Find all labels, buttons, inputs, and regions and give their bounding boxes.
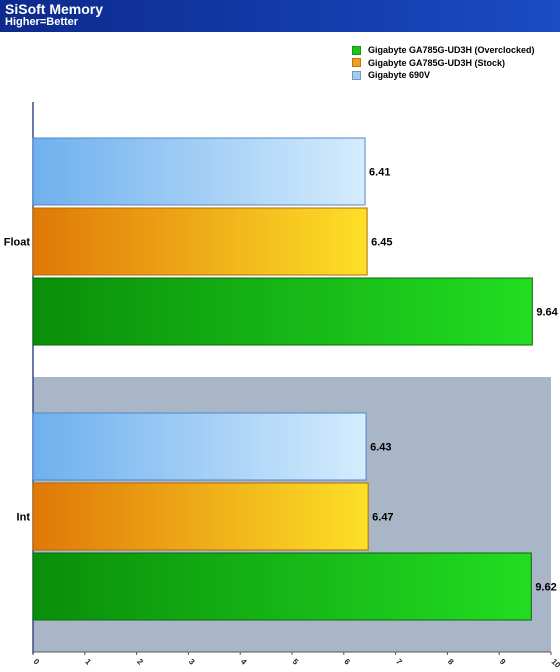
legend-item-stock: Gigabyte GA785G-UD3H (Stock) [352, 57, 535, 69]
bar-float-series-2 [32, 137, 366, 206]
x-tick-label: 10 [550, 657, 560, 670]
chart-legend: Gigabyte GA785G-UD3H (Overclocked) Gigab… [352, 44, 535, 82]
x-tick-label: 1 [83, 657, 93, 667]
data-label: 6.41 [369, 167, 390, 179]
legend-label-stock: Gigabyte GA785G-UD3H (Stock) [368, 57, 506, 68]
data-label: 6.47 [372, 512, 393, 524]
x-tick-label: 7 [394, 657, 404, 667]
chart-subtitle: Higher=Better [5, 16, 79, 28]
bar-chart: 6.41 6.45 9.64 Float 6.43 6.47 9.62 Int 0 1 2 3 4 5 6 7… [4, 102, 560, 670]
legend-item-690v: Gigabyte 690V [352, 69, 535, 81]
data-label: 9.64 [536, 307, 558, 319]
category-label: Int [17, 512, 31, 524]
data-label: 6.43 [370, 442, 391, 454]
data-label: 6.45 [371, 237, 392, 249]
x-tick-label: 3 [187, 657, 197, 667]
legend-swatch-overclocked [352, 45, 361, 55]
x-tick-label: 9 [498, 657, 508, 667]
data-label: 9.62 [535, 582, 556, 594]
category-label: Float [4, 237, 31, 249]
legend-swatch-690v [352, 70, 361, 80]
x-tick-label: 0 [32, 657, 42, 667]
chart-title: SiSoft Memory [5, 1, 104, 17]
x-tick-label: 6 [342, 657, 352, 667]
bar-int-series-1 [32, 482, 369, 551]
x-tick-label: 5 [291, 657, 301, 667]
bar-float-series-1 [32, 207, 368, 276]
chart-header: SiSoft Memory Higher=Better [0, 0, 560, 32]
bar-int-series-0 [32, 552, 532, 621]
legend-swatch-stock [352, 58, 361, 67]
x-tick-label: 2 [135, 657, 145, 667]
legend-label-overclocked: Gigabyte GA785G-UD3H (Overclocked) [368, 45, 535, 55]
bar-float-series-0 [32, 277, 533, 346]
x-tick-label: 4 [239, 657, 249, 667]
bar-int-series-2 [32, 412, 367, 481]
x-tick-label: 8 [446, 657, 456, 667]
legend-label-690v: Gigabyte 690V [368, 70, 431, 80]
legend-item-overclocked: Gigabyte GA785G-UD3H (Overclocked) [352, 44, 535, 56]
